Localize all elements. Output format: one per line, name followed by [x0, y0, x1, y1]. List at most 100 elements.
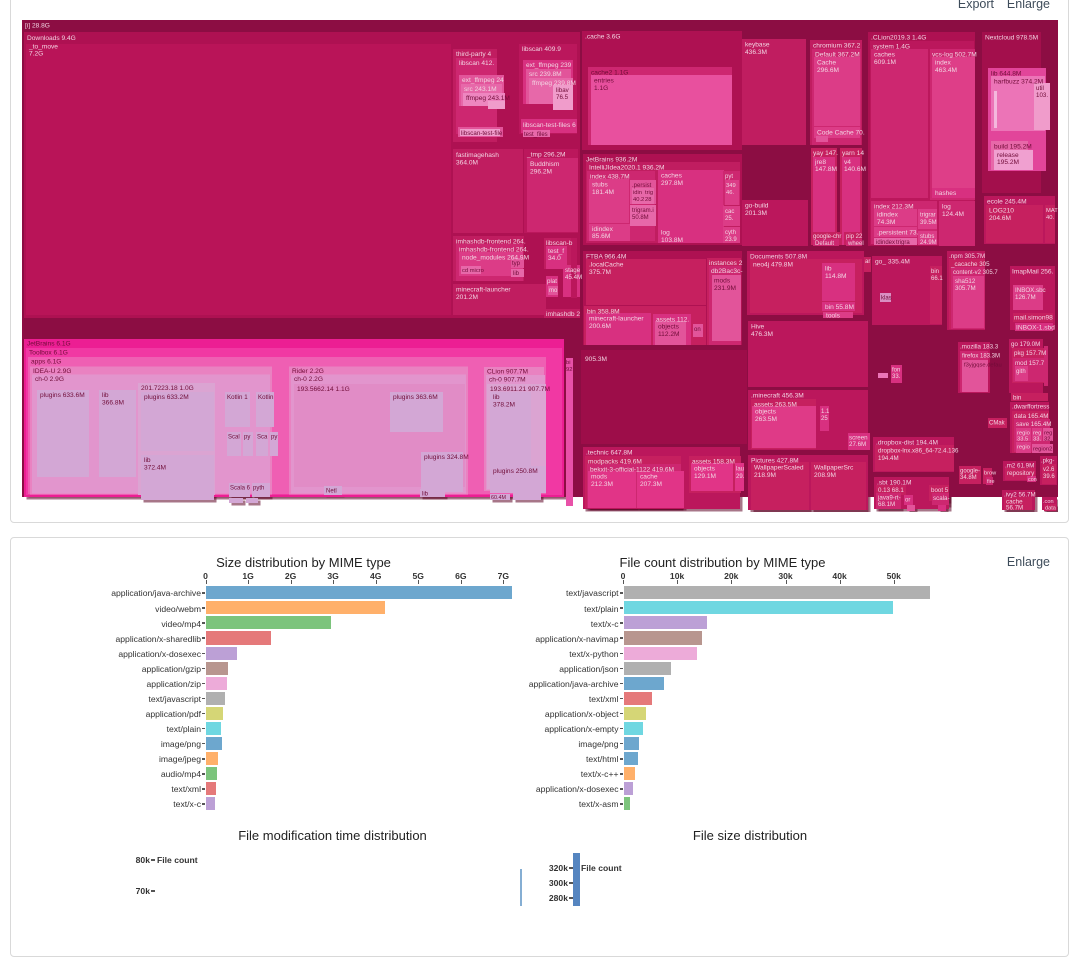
svg-text:40.: 40.	[1046, 215, 1054, 221]
svg-text:bekxit-3-official-1122 419.6M: bekxit-3-official-1122 419.6M	[590, 467, 674, 474]
svg-text:imhashdb 2: imhashdb 2	[546, 311, 580, 318]
svg-text:objects: objects	[694, 466, 716, 473]
svg-text:lib: lib	[422, 492, 429, 498]
svg-text:plugins 633.6M: plugins 633.6M	[40, 392, 85, 399]
svg-text:lib: lib	[102, 392, 109, 399]
svg-text:23.9: 23.9	[725, 237, 737, 243]
svg-text:Pictures 427.8M: Pictures 427.8M	[751, 458, 799, 465]
svg-text:log: log	[942, 204, 951, 211]
svg-text:Scal: Scal	[228, 435, 240, 441]
svg-text:lib: lib	[825, 266, 832, 273]
svg-text:mod 157.7: mod 157.7	[1015, 360, 1045, 367]
svg-text:yarn 14: yarn 14	[842, 150, 864, 157]
svg-text:.sbt 190.1M: .sbt 190.1M	[877, 480, 911, 487]
svg-text:java9-rt-: java9-rt-	[877, 495, 901, 502]
svg-text:ext_ffmpeg 239: ext_ffmpeg 239	[526, 62, 572, 69]
svg-text:27.6M: 27.6M	[849, 441, 866, 448]
svg-text:212.3M: 212.3M	[591, 481, 613, 488]
svg-text:go_ 335.4M: go_ 335.4M	[875, 259, 910, 266]
svg-text:33.: 33.	[1033, 437, 1041, 443]
svg-text:1.1: 1.1	[821, 409, 830, 415]
svg-text:ImapMail 256.: ImapMail 256.	[1012, 269, 1054, 276]
svg-text:libscan 412.: libscan 412.	[459, 60, 494, 67]
svg-text:FTBA 966.4M: FTBA 966.4M	[586, 254, 626, 261]
svg-text:regio: regio	[1017, 445, 1030, 451]
svg-text:IntelliJIdea2020.1 936.2M: IntelliJIdea2020.1 936.2M	[589, 165, 665, 172]
svg-text:60.4M: 60.4M	[491, 495, 506, 501]
svg-text:assets 112.: assets 112.	[656, 317, 689, 324]
svg-text:Toolbox 6.1G: Toolbox 6.1G	[29, 350, 68, 357]
svg-text:76.5: 76.5	[556, 94, 569, 101]
svg-text:.persistent 73.: .persistent 73.	[877, 230, 919, 237]
svg-text:jre8: jre8	[814, 159, 826, 166]
svg-text:201.7223.18 1.0G: 201.7223.18 1.0G	[141, 385, 194, 392]
svg-text:vcs-log 502.7M: vcs-log 502.7M	[932, 52, 977, 59]
svg-text:yay 147.: yay 147.	[813, 150, 838, 157]
svg-text:node_modules 264.9M: node_modules 264.9M	[462, 255, 529, 262]
svg-text:bin: bin	[1013, 395, 1022, 402]
svg-text:cd micro: cd micro	[462, 268, 484, 274]
svg-text:45.4M: 45.4M	[565, 274, 582, 281]
svg-text:208.9M: 208.9M	[814, 472, 836, 479]
svg-text:372.4M: 372.4M	[144, 465, 166, 472]
svg-text:dropbox-lnx.x86_64-72.4.136: dropbox-lnx.x86_64-72.4.136	[878, 448, 959, 455]
svg-text:or: or	[905, 498, 910, 504]
svg-text:305.7M: 305.7M	[955, 285, 976, 292]
svg-text:index 212.3M: index 212.3M	[874, 204, 914, 211]
svg-text:bin 55.8M: bin 55.8M	[825, 304, 854, 311]
svg-text:.m2 61.9M: .m2 61.9M	[1005, 463, 1034, 470]
svg-text:218.9M: 218.9M	[754, 472, 776, 479]
svg-text:JetBrains 936.2M: JetBrains 936.2M	[586, 157, 637, 164]
svg-text:plugins 250.8M: plugins 250.8M	[493, 468, 538, 475]
svg-text:.dropbox-dist 194.4M: .dropbox-dist 194.4M	[876, 440, 938, 447]
svg-text:297.8M: 297.8M	[661, 180, 683, 187]
svg-text:609.1M: 609.1M	[874, 59, 896, 66]
svg-text:WallpaperSrc: WallpaperSrc	[814, 465, 854, 472]
svg-text:lib: lib	[144, 457, 151, 464]
svg-text:cache: cache	[1006, 499, 1023, 506]
svg-text:pyth: pyth	[253, 486, 264, 492]
svg-text:libscan-test-file: libscan-test-file	[461, 130, 503, 137]
svg-text:INBOX-1.sbd: INBOX-1.sbd	[1016, 325, 1055, 332]
svg-text:test_f: test_f	[548, 248, 564, 255]
svg-text:hashes: hashes	[935, 190, 957, 197]
svg-text:296.6M: 296.6M	[817, 67, 839, 74]
svg-text:Kotlin: Kotlin	[258, 394, 274, 401]
svg-text:ch-0 2.2G: ch-0 2.2G	[294, 376, 323, 383]
svg-text:28: 28	[645, 197, 651, 203]
svg-text:Rider 2.2G: Rider 2.2G	[292, 368, 324, 375]
svg-text:ch-0 907.7M: ch-0 907.7M	[489, 377, 526, 384]
svg-text:pip 22: pip 22	[846, 234, 863, 240]
svg-text:.dwarffortress: .dwarffortress	[1012, 404, 1049, 411]
svg-text:libscan-b: libscan-b	[546, 240, 573, 247]
svg-text:neo4j 479.8M: neo4j 479.8M	[753, 262, 793, 269]
svg-text:66.1: 66.1	[931, 276, 943, 282]
svg-text:imhashdb-frontend 264.: imhashdb-frontend 264.	[459, 247, 529, 254]
svg-text:193.5662.14 1.1G: 193.5662.14 1.1G	[297, 386, 350, 393]
svg-text:MAT: MAT	[1046, 208, 1058, 214]
svg-text:.con: .con	[1043, 499, 1054, 505]
svg-text:modpacks 419.6M: modpacks 419.6M	[588, 459, 642, 466]
svg-text:25.: 25.	[725, 216, 734, 222]
svg-text:instances 2: instances 2	[709, 260, 743, 267]
svg-text:204.6M: 204.6M	[989, 215, 1011, 222]
svg-text:39.5M: 39.5M	[920, 220, 937, 226]
svg-text:mods: mods	[714, 278, 731, 285]
svg-text:chromium 367.2: chromium 367.2	[813, 43, 861, 50]
svg-text:34.8M: 34.8M	[960, 475, 977, 481]
svg-text:regio: regio	[1017, 431, 1030, 437]
svg-text:JetBrains 6.1G: JetBrains 6.1G	[27, 341, 71, 348]
svg-text:google-chr: google-chr	[813, 234, 841, 240]
svg-text:33.: 33.	[892, 374, 901, 380]
svg-text:brow: brow	[984, 471, 997, 477]
svg-text:stage: stage	[565, 267, 581, 274]
svg-text:save 165.4M: save 165.4M	[1016, 421, 1051, 428]
svg-text:463.4M: 463.4M	[935, 67, 957, 74]
svg-text:112.2M: 112.2M	[658, 331, 680, 338]
svg-text:39.6: 39.6	[1043, 474, 1055, 480]
svg-text:plugins 633.2M: plugins 633.2M	[144, 394, 189, 401]
svg-text:201.3M: 201.3M	[745, 210, 767, 217]
svg-text:lib: lib	[493, 394, 500, 401]
svg-text:.CLion2019.3 1.4G: .CLion2019.3 1.4G	[871, 35, 926, 42]
svg-text:ffmpeg 243.1M: ffmpeg 243.1M	[466, 95, 510, 102]
